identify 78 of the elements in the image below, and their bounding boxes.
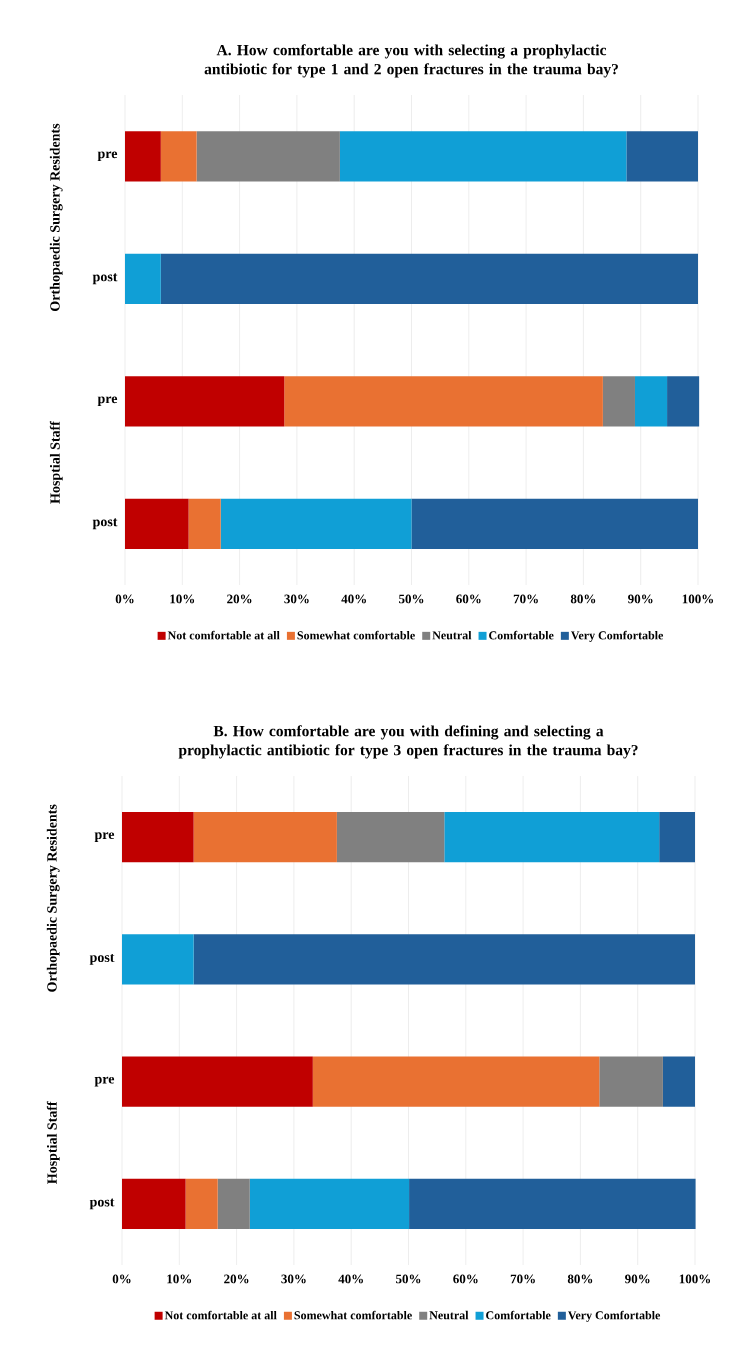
bar [409, 1178, 696, 1229]
bar [662, 1056, 695, 1107]
legend-label: Very Comfortable [568, 1310, 661, 1322]
legend-label: Neutral [429, 1310, 469, 1320]
x-tick-label: 60% [456, 594, 481, 604]
x-tick-label: 100% [679, 1274, 711, 1284]
legend-label: Not comfortable at all [167, 630, 280, 640]
x-tick-label: 20% [224, 1274, 249, 1284]
x-tick-label: 80% [567, 1274, 593, 1284]
bar [193, 934, 695, 985]
bar [122, 934, 194, 985]
x-tick-label: 100% [682, 594, 714, 604]
legend-label: Comfortable [486, 1310, 551, 1320]
x-tick-label: 40% [338, 1274, 363, 1284]
bar [312, 1056, 600, 1107]
bar [339, 131, 627, 182]
x-tick-label: 70% [510, 1274, 535, 1284]
y-tick-label: pre [94, 1076, 115, 1087]
x-tick-label: 10% [167, 1274, 192, 1284]
bar [122, 1178, 186, 1229]
x-tick-label: 50% [399, 594, 424, 604]
bar [160, 253, 698, 304]
x-tick-label: 50% [396, 1274, 421, 1284]
bar [599, 1056, 663, 1107]
bar [125, 376, 285, 427]
chart-title: A. How comfortable are you with selecting a prophylactic antibiotic for type 1 and 2 open fractures in the trauma bay? [204, 44, 618, 78]
x-tick-label: 80% [570, 594, 596, 604]
legend-label: Not comfortable at all [164, 1310, 277, 1320]
bar [602, 376, 635, 427]
y-tick-label: pre [97, 151, 118, 162]
bar [185, 1178, 218, 1229]
x-tick-label: 90% [625, 1274, 650, 1284]
text: Hosptial Staff [49, 420, 63, 504]
bar [196, 131, 340, 182]
x-tick-label: 90% [628, 594, 653, 604]
y-tick-label: post [92, 273, 118, 285]
bar [336, 812, 445, 863]
bar [634, 376, 668, 427]
bar [125, 131, 161, 182]
bar [249, 1178, 410, 1229]
bar [122, 1056, 313, 1107]
bar [667, 376, 700, 427]
x-tick-label: 40% [341, 594, 366, 604]
bar [193, 812, 337, 863]
bar [125, 498, 189, 549]
bar [626, 131, 698, 182]
x-tick-label: 0% [112, 1274, 131, 1284]
bar [188, 498, 221, 549]
y-tick-label: pre [97, 396, 118, 407]
y-tick-label: post [89, 953, 115, 965]
bar [220, 498, 412, 549]
bar [284, 376, 603, 427]
bar [411, 498, 698, 549]
x-tick-label: 20% [227, 594, 252, 604]
x-tick-label: 70% [513, 594, 538, 604]
x-tick-label: 0% [115, 594, 134, 604]
x-tick-label: 30% [284, 594, 309, 604]
legend-label: Somewhat comfortable [294, 1310, 412, 1320]
x-tick-label: 60% [453, 1274, 478, 1284]
legend-label: Somewhat comfortable [297, 630, 415, 640]
text: Hosptial Staff [46, 1101, 60, 1184]
chart-title: B. How comfortable are you with defining and selecting a prophylactic antibiotic for type 3 open fractures in the trauma bay? [178, 725, 638, 759]
bar [217, 1178, 250, 1229]
y-tick-label: post [92, 518, 118, 530]
legend-label: Very Comfortable [571, 630, 664, 642]
bar [160, 131, 197, 182]
bar [659, 812, 695, 863]
legend-label: Neutral [432, 630, 472, 640]
bar [122, 812, 194, 863]
x-tick-label: 30% [281, 1274, 306, 1284]
legend-label: Comfortable [489, 630, 554, 640]
bar [444, 812, 660, 863]
bar [125, 253, 161, 304]
y-tick-label: post [89, 1198, 115, 1210]
text: Orthopaedic Surgery Residents [46, 804, 60, 992]
y-tick-label: pre [94, 832, 115, 842]
x-tick-label: 10% [170, 594, 195, 604]
text: Orthopaedic Surgery Residents [49, 123, 63, 311]
